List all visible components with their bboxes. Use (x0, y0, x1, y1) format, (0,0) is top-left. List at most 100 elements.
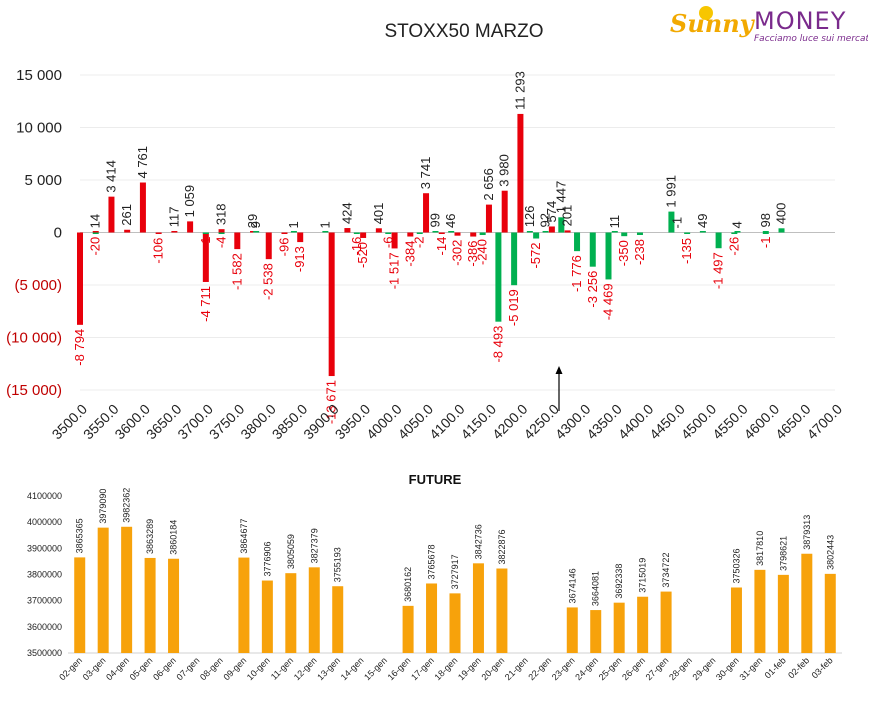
data-label: 117 (166, 207, 181, 228)
bar (344, 228, 351, 233)
data-label: -5 019 (506, 289, 521, 326)
data-label: 4 (729, 221, 744, 228)
data-label: 3765678 (427, 544, 437, 579)
bar (124, 229, 131, 233)
x-tick-label: 01-feb (763, 655, 788, 680)
data-label: 3802443 (825, 535, 835, 570)
sunny-money-logo: Sunny MONEY Facciamo luce sui mercati (670, 6, 868, 44)
bar (801, 553, 813, 653)
data-label: 424 (339, 202, 354, 224)
data-label: 4 761 (135, 146, 150, 179)
bar (92, 231, 99, 233)
data-label: 14 (88, 214, 103, 228)
bars (77, 113, 785, 377)
bar (621, 232, 628, 237)
bar (218, 232, 225, 234)
x-tick-label: 17-gen (409, 655, 436, 682)
data-label: 92 (538, 213, 553, 227)
bar (590, 610, 602, 653)
x-tick-label: 30-gen (714, 655, 741, 682)
data-label: 9 (248, 221, 263, 228)
sun-icon (699, 6, 713, 20)
x-tick-label: 07-gen (175, 655, 202, 682)
bar (479, 232, 486, 236)
x-tick-label: 11-gen (269, 655, 295, 681)
data-label: 29 (245, 214, 260, 228)
bar (297, 232, 304, 243)
stoxx50-options-chart: STOXX50 MARZO 15 000 10 000 5 000 0 (5 000) (… (6, 21, 846, 443)
x-tick-label: 02-feb (786, 655, 811, 680)
bar (684, 232, 691, 234)
bar (533, 232, 540, 239)
bar (74, 557, 86, 653)
data-label: 99 (427, 213, 442, 227)
data-label: -240 (475, 239, 490, 265)
data-label: -14 (434, 237, 449, 256)
data-label: 3827379 (309, 528, 319, 563)
bar (564, 230, 571, 233)
logo-tagline: Facciamo luce sui mercati (754, 34, 868, 44)
data-label: 3860184 (169, 520, 179, 555)
y-tick-label: 10 000 (16, 120, 62, 137)
x-tick-label: 14-gen (339, 655, 366, 682)
bar (285, 573, 297, 653)
bar (754, 569, 766, 653)
y-tick-label: 3900000 (27, 543, 62, 553)
bar (824, 573, 836, 653)
bar (611, 231, 618, 233)
bar (660, 591, 672, 653)
x-tick-label: 18-gen (433, 655, 460, 682)
bar (202, 232, 209, 234)
bar (605, 232, 612, 280)
x-tick-label: 4700.0 (804, 401, 846, 443)
x-tick-label: 05-gen (128, 655, 155, 682)
bar (360, 232, 367, 238)
bar (762, 231, 769, 233)
bar (375, 228, 382, 233)
x-axis-ticks: 02-gen03-gen04-gen05-gen06-gen07-gen08-g… (57, 655, 834, 682)
bar (613, 602, 625, 653)
data-label: -572 (528, 243, 543, 269)
y-tick-label: 3700000 (27, 596, 62, 606)
bar (495, 232, 502, 322)
data-label: 3776906 (262, 541, 272, 576)
bar (511, 232, 518, 286)
bar (238, 557, 250, 653)
data-label: -135 (679, 238, 694, 264)
data-label: 1 059 (182, 185, 197, 218)
data-label: 318 (214, 203, 229, 225)
data-label: 2 656 (481, 168, 496, 201)
x-tick-label: 04-gen (104, 655, 131, 682)
y-tick-label: 3800000 (27, 570, 62, 580)
x-tick-label: 20-gen (479, 655, 506, 682)
data-label: 46 (443, 214, 458, 228)
bar (250, 231, 257, 233)
bar (542, 231, 549, 233)
data-label: 3 741 (418, 157, 433, 190)
x-tick-label: 16-gen (386, 655, 413, 682)
data-label: 3715019 (638, 558, 648, 593)
data-label: 3664081 (591, 571, 601, 606)
y-tick-label: (10 000) (6, 330, 62, 347)
bar (699, 231, 706, 233)
x-tick-label: 15-gen (362, 655, 389, 682)
bar (121, 526, 133, 653)
bar (77, 232, 83, 325)
bar (496, 568, 508, 653)
data-label: -13 671 (324, 380, 339, 424)
bar (485, 204, 492, 233)
data-label: 3 980 (497, 154, 512, 187)
data-label: 3864677 (239, 519, 249, 554)
bar (589, 232, 596, 267)
x-tick-label: 23-gen (550, 655, 577, 682)
data-label: 3979090 (98, 489, 108, 524)
data-label: 3727917 (450, 554, 460, 589)
data-label: 400 (774, 203, 789, 225)
y-axis-ticks: 15 000 10 000 5 000 0 (5 000) (10 000) (15 000… (6, 67, 62, 399)
bar (97, 527, 109, 653)
data-label: -913 (292, 246, 307, 272)
data-label: 3755193 (333, 547, 343, 582)
data-label: 3842736 (473, 524, 483, 559)
bar (448, 231, 455, 233)
